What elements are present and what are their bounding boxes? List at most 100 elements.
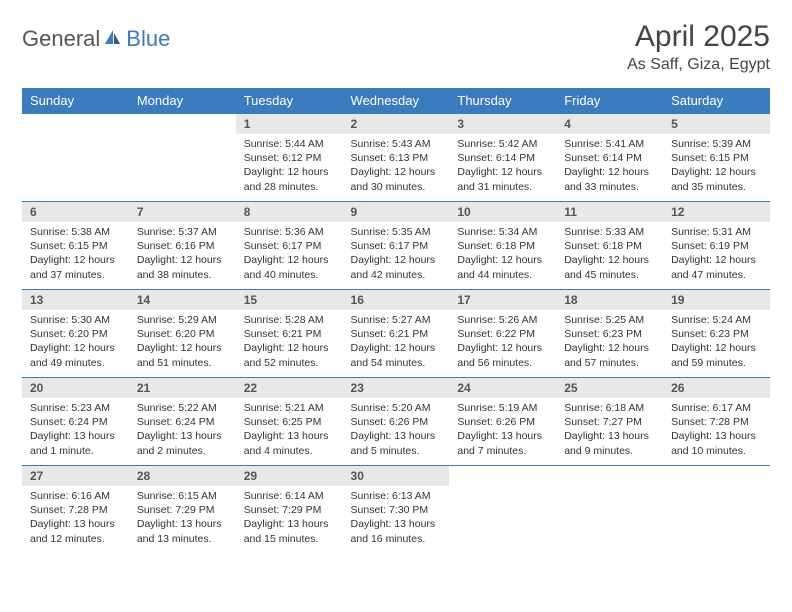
day-number: 7 [129, 202, 236, 222]
calendar-day-cell: 21Sunrise: 5:22 AMSunset: 6:24 PMDayligh… [129, 378, 236, 466]
day-details: Sunrise: 5:33 AMSunset: 6:18 PMDaylight:… [556, 222, 663, 288]
title-block: April 2025 As Saff, Giza, Egypt [627, 20, 770, 74]
day-details: Sunrise: 5:43 AMSunset: 6:13 PMDaylight:… [343, 134, 450, 200]
day-number: 22 [236, 378, 343, 398]
calendar-week-row: 13Sunrise: 5:30 AMSunset: 6:20 PMDayligh… [22, 290, 770, 378]
day-details: Sunrise: 5:22 AMSunset: 6:24 PMDaylight:… [129, 398, 236, 464]
calendar-day-cell: 17Sunrise: 5:26 AMSunset: 6:22 PMDayligh… [449, 290, 556, 378]
day-number: 25 [556, 378, 663, 398]
day-details: Sunrise: 5:28 AMSunset: 6:21 PMDaylight:… [236, 310, 343, 376]
calendar-week-row: 6Sunrise: 5:38 AMSunset: 6:15 PMDaylight… [22, 202, 770, 290]
weekday-header: Monday [129, 88, 236, 114]
calendar-day-cell [556, 466, 663, 554]
day-number: 10 [449, 202, 556, 222]
day-details: Sunrise: 5:27 AMSunset: 6:21 PMDaylight:… [343, 310, 450, 376]
calendar-day-cell: 24Sunrise: 5:19 AMSunset: 6:26 PMDayligh… [449, 378, 556, 466]
calendar-day-cell: 22Sunrise: 5:21 AMSunset: 6:25 PMDayligh… [236, 378, 343, 466]
day-number: 8 [236, 202, 343, 222]
location-text: As Saff, Giza, Egypt [627, 56, 770, 74]
calendar-day-cell: 3Sunrise: 5:42 AMSunset: 6:14 PMDaylight… [449, 114, 556, 202]
day-number: 11 [556, 202, 663, 222]
day-number: 29 [236, 466, 343, 486]
day-number: 1 [236, 114, 343, 134]
day-number: 26 [663, 378, 770, 398]
calendar-week-row: 20Sunrise: 5:23 AMSunset: 6:24 PMDayligh… [22, 378, 770, 466]
calendar-day-cell [449, 466, 556, 554]
day-number: 23 [343, 378, 450, 398]
day-number: 20 [22, 378, 129, 398]
calendar-day-cell: 1Sunrise: 5:44 AMSunset: 6:12 PMDaylight… [236, 114, 343, 202]
calendar-day-cell: 7Sunrise: 5:37 AMSunset: 6:16 PMDaylight… [129, 202, 236, 290]
day-details: Sunrise: 5:36 AMSunset: 6:17 PMDaylight:… [236, 222, 343, 288]
calendar-day-cell: 10Sunrise: 5:34 AMSunset: 6:18 PMDayligh… [449, 202, 556, 290]
calendar-day-cell: 9Sunrise: 5:35 AMSunset: 6:17 PMDaylight… [343, 202, 450, 290]
day-number: 6 [22, 202, 129, 222]
weekday-header: Thursday [449, 88, 556, 114]
calendar-day-cell: 11Sunrise: 5:33 AMSunset: 6:18 PMDayligh… [556, 202, 663, 290]
day-number: 13 [22, 290, 129, 310]
calendar-day-cell: 6Sunrise: 5:38 AMSunset: 6:15 PMDaylight… [22, 202, 129, 290]
day-number: 5 [663, 114, 770, 134]
day-number: 27 [22, 466, 129, 486]
day-number: 16 [343, 290, 450, 310]
day-number: 21 [129, 378, 236, 398]
calendar-day-cell: 30Sunrise: 6:13 AMSunset: 7:30 PMDayligh… [343, 466, 450, 554]
day-details: Sunrise: 5:44 AMSunset: 6:12 PMDaylight:… [236, 134, 343, 200]
day-details: Sunrise: 5:30 AMSunset: 6:20 PMDaylight:… [22, 310, 129, 376]
day-number: 3 [449, 114, 556, 134]
day-number: 15 [236, 290, 343, 310]
calendar-day-cell: 14Sunrise: 5:29 AMSunset: 6:20 PMDayligh… [129, 290, 236, 378]
calendar-day-cell: 8Sunrise: 5:36 AMSunset: 6:17 PMDaylight… [236, 202, 343, 290]
day-number: 12 [663, 202, 770, 222]
day-details: Sunrise: 6:15 AMSunset: 7:29 PMDaylight:… [129, 486, 236, 552]
calendar-day-cell: 2Sunrise: 5:43 AMSunset: 6:13 PMDaylight… [343, 114, 450, 202]
weekday-header: Saturday [663, 88, 770, 114]
day-number: 28 [129, 466, 236, 486]
day-number: 18 [556, 290, 663, 310]
weekday-header: Tuesday [236, 88, 343, 114]
calendar-day-cell: 16Sunrise: 5:27 AMSunset: 6:21 PMDayligh… [343, 290, 450, 378]
day-number: 14 [129, 290, 236, 310]
day-number: 30 [343, 466, 450, 486]
day-details: Sunrise: 5:25 AMSunset: 6:23 PMDaylight:… [556, 310, 663, 376]
day-details: Sunrise: 5:42 AMSunset: 6:14 PMDaylight:… [449, 134, 556, 200]
calendar-week-row: 27Sunrise: 6:16 AMSunset: 7:28 PMDayligh… [22, 466, 770, 554]
calendar-table: Sunday Monday Tuesday Wednesday Thursday… [22, 88, 770, 554]
day-details: Sunrise: 5:37 AMSunset: 6:16 PMDaylight:… [129, 222, 236, 288]
calendar-day-cell: 25Sunrise: 6:18 AMSunset: 7:27 PMDayligh… [556, 378, 663, 466]
day-details: Sunrise: 6:18 AMSunset: 7:27 PMDaylight:… [556, 398, 663, 464]
brand-sail-icon [103, 28, 123, 51]
day-details: Sunrise: 5:20 AMSunset: 6:26 PMDaylight:… [343, 398, 450, 464]
calendar-day-cell: 4Sunrise: 5:41 AMSunset: 6:14 PMDaylight… [556, 114, 663, 202]
day-details: Sunrise: 5:31 AMSunset: 6:19 PMDaylight:… [663, 222, 770, 288]
day-number: 9 [343, 202, 450, 222]
day-number: 19 [663, 290, 770, 310]
page-header: General Blue April 2025 As Saff, Giza, E… [22, 20, 770, 74]
day-details: Sunrise: 6:16 AMSunset: 7:28 PMDaylight:… [22, 486, 129, 552]
day-details: Sunrise: 5:35 AMSunset: 6:17 PMDaylight:… [343, 222, 450, 288]
calendar-day-cell: 26Sunrise: 6:17 AMSunset: 7:28 PMDayligh… [663, 378, 770, 466]
calendar-day-cell [663, 466, 770, 554]
calendar-day-cell: 20Sunrise: 5:23 AMSunset: 6:24 PMDayligh… [22, 378, 129, 466]
calendar-day-cell: 13Sunrise: 5:30 AMSunset: 6:20 PMDayligh… [22, 290, 129, 378]
day-number: 17 [449, 290, 556, 310]
day-details: Sunrise: 5:41 AMSunset: 6:14 PMDaylight:… [556, 134, 663, 200]
calendar-day-cell: 27Sunrise: 6:16 AMSunset: 7:28 PMDayligh… [22, 466, 129, 554]
calendar-day-cell: 12Sunrise: 5:31 AMSunset: 6:19 PMDayligh… [663, 202, 770, 290]
calendar-week-row: 1Sunrise: 5:44 AMSunset: 6:12 PMDaylight… [22, 114, 770, 202]
weekday-header: Wednesday [343, 88, 450, 114]
day-details: Sunrise: 5:24 AMSunset: 6:23 PMDaylight:… [663, 310, 770, 376]
day-details: Sunrise: 5:23 AMSunset: 6:24 PMDaylight:… [22, 398, 129, 464]
day-details: Sunrise: 5:26 AMSunset: 6:22 PMDaylight:… [449, 310, 556, 376]
day-details: Sunrise: 6:13 AMSunset: 7:30 PMDaylight:… [343, 486, 450, 552]
day-details: Sunrise: 5:21 AMSunset: 6:25 PMDaylight:… [236, 398, 343, 464]
brand-part1: General [22, 26, 100, 52]
brand-logo: General Blue [22, 26, 170, 52]
day-details: Sunrise: 6:17 AMSunset: 7:28 PMDaylight:… [663, 398, 770, 464]
calendar-day-cell [129, 114, 236, 202]
day-number: 24 [449, 378, 556, 398]
calendar-day-cell: 18Sunrise: 5:25 AMSunset: 6:23 PMDayligh… [556, 290, 663, 378]
calendar-day-cell: 5Sunrise: 5:39 AMSunset: 6:15 PMDaylight… [663, 114, 770, 202]
calendar-day-cell: 15Sunrise: 5:28 AMSunset: 6:21 PMDayligh… [236, 290, 343, 378]
calendar-day-cell [22, 114, 129, 202]
